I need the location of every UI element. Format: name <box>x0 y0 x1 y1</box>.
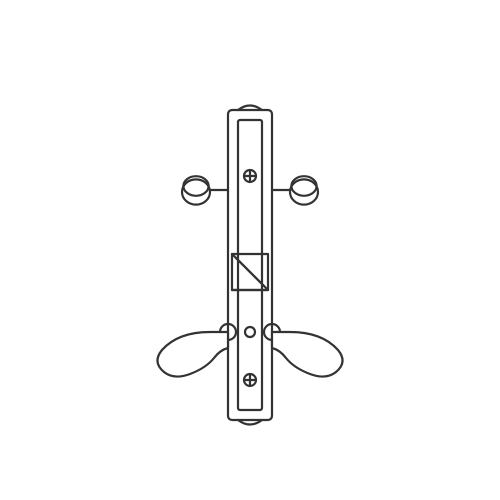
lock-diagram <box>0 0 500 500</box>
figure-container: ML2032 <box>0 0 500 500</box>
lever-left <box>157 332 228 377</box>
latch-slash <box>236 258 264 286</box>
lever-right <box>272 332 343 377</box>
spindle <box>245 327 255 337</box>
